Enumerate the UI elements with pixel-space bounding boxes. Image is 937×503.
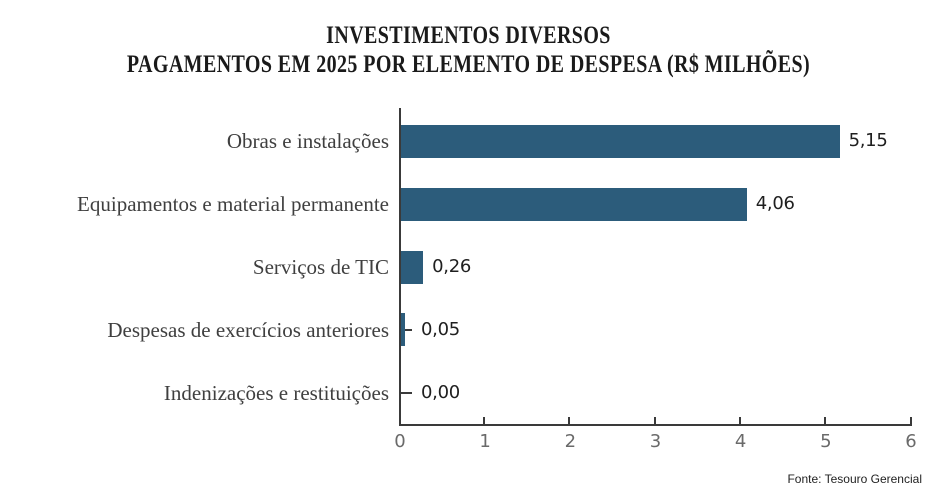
category-label: Despesas de exercícios anteriores [107, 317, 389, 342]
bar [401, 187, 747, 221]
chart-title: INVESTIMENTOS DIVERSOS PAGAMENTOS EM 202… [94, 21, 844, 79]
bar [401, 124, 840, 158]
x-axis-tick [910, 417, 912, 424]
category-label: Equipamentos e material permanente [77, 192, 389, 217]
x-axis-tick [823, 417, 826, 424]
value-label: 0,26 [432, 256, 472, 277]
source-note: Fonte: Tesouro Gerencial [787, 472, 922, 486]
x-axis-tick-label: 6 [905, 431, 917, 452]
category-label: Obras e instalações [226, 129, 389, 154]
x-axis-line [399, 424, 912, 426]
x-axis-tick [653, 417, 656, 424]
category-label: Indenizações e restituições [163, 380, 389, 405]
x-axis-tick [568, 417, 571, 424]
value-label: 0,05 [421, 318, 460, 340]
x-axis-tick-label: 0 [394, 431, 406, 452]
x-axis-tick-label: 2 [564, 431, 577, 452]
value-label: 4,06 [755, 193, 795, 215]
bar [401, 250, 424, 284]
x-axis-tick [483, 417, 486, 424]
bar [401, 313, 406, 347]
category-tick [401, 328, 412, 331]
category-label: Serviços de TIC [252, 255, 389, 279]
chart-title-line2: PAGAMENTOS EM 2025 POR ELEMENTO DE DESPE… [126, 51, 811, 78]
y-axis-line [399, 108, 401, 426]
value-label: 0,00 [421, 381, 460, 403]
chart-title-line1: INVESTIMENTOS DIVERSOS [326, 22, 611, 49]
value-label: 5,15 [848, 130, 888, 152]
x-axis-tick-label: 4 [734, 431, 747, 452]
category-tick [401, 391, 412, 394]
x-axis-tick-label: 3 [649, 431, 662, 452]
x-axis-tick-label: 5 [820, 431, 832, 452]
x-axis-tick-label: 1 [479, 431, 491, 452]
x-axis-tick [738, 417, 741, 424]
